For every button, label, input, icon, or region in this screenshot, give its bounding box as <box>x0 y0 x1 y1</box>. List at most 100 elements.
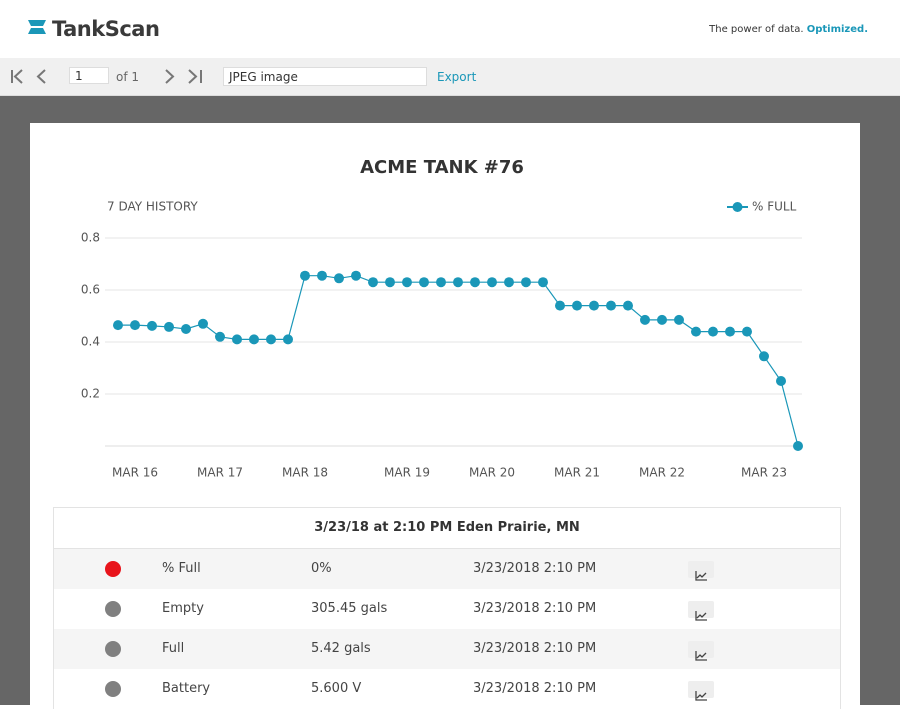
data-point <box>385 277 395 288</box>
table-row: Battery 5.600 V 3/23/2018 2:10 PM <box>54 669 840 709</box>
reading-time: 3/23/2018 2:10 PM <box>473 601 597 616</box>
data-point <box>351 270 361 281</box>
reading-name: Battery <box>162 681 211 696</box>
data-point <box>691 326 701 337</box>
chart-button[interactable] <box>688 561 714 581</box>
data-point <box>742 326 752 337</box>
x-tick-label: MAR 20 <box>469 466 515 480</box>
table-row: Full 5.42 gals 3/23/2018 2:10 PM <box>54 629 840 669</box>
x-tick-label: MAR 19 <box>384 466 430 480</box>
table-body: % Full 0% 3/23/2018 2:10 PM Empty 305.45 gal… <box>54 549 840 709</box>
data-point <box>266 334 276 345</box>
chart-icon <box>695 651 707 661</box>
chart: ACME TANK #76 7 DAY HISTORY 0.2 0.4 0.6 0.8… <box>81 157 803 480</box>
data-point <box>725 326 735 337</box>
tagline: The power of data. Optimized. <box>709 24 868 35</box>
chart-title: ACME TANK #76 <box>360 157 524 178</box>
data-point <box>538 277 548 288</box>
status-dot <box>105 681 121 697</box>
data-point <box>334 273 344 284</box>
logo-icon <box>28 20 46 34</box>
readings-table: 3/23/18 at 2:10 PM Eden Prairie, MN % Fu… <box>53 507 841 709</box>
data-point <box>657 314 667 325</box>
x-tick-label: MAR 18 <box>282 466 328 480</box>
header: TankScan The power of data. Optimized. <box>0 0 900 58</box>
reading-time: 3/23/2018 2:10 PM <box>473 641 597 656</box>
status-dot <box>105 561 121 577</box>
data-point <box>130 320 140 331</box>
data-point <box>572 300 582 311</box>
data-point <box>521 277 531 288</box>
x-tick-label: MAR 17 <box>197 466 243 480</box>
page-count: of 1 <box>116 70 140 84</box>
export-link[interactable]: Export <box>437 70 477 84</box>
chart-icon <box>695 571 707 581</box>
nav-next-last[interactable] <box>164 69 204 85</box>
status-dot <box>105 641 121 657</box>
reading-value: 5.42 gals <box>311 641 371 656</box>
data-point <box>606 300 616 311</box>
reading-time: 3/23/2018 2:10 PM <box>473 561 597 576</box>
data-point <box>198 318 208 329</box>
chart-button[interactable] <box>688 641 714 661</box>
data-point <box>776 376 786 386</box>
data-point <box>249 334 259 345</box>
data-point <box>453 277 463 288</box>
x-tick-label: MAR 16 <box>112 466 158 480</box>
data-point <box>113 320 123 331</box>
data-point <box>164 321 174 332</box>
reading-name: Empty <box>162 601 204 616</box>
table-title: 3/23/18 at 2:10 PM Eden Prairie, MN <box>54 508 840 549</box>
data-point <box>470 277 480 288</box>
data-point <box>232 334 242 345</box>
format-select[interactable]: JPEG image <box>223 67 427 86</box>
x-tick-label: MAR 21 <box>554 466 600 480</box>
tagline-text: The power of data. <box>709 24 804 35</box>
data-point <box>317 270 327 281</box>
legend-marker <box>732 202 743 212</box>
data-point <box>436 277 446 288</box>
x-tick-label: MAR 23 <box>741 466 787 480</box>
data-point <box>300 270 310 281</box>
chart-subtitle: 7 DAY HISTORY <box>107 200 198 214</box>
chart-button[interactable] <box>688 681 714 701</box>
data-point <box>487 277 497 288</box>
data-point <box>215 331 225 342</box>
data-point <box>708 326 718 337</box>
data-point <box>283 334 293 345</box>
data-point <box>419 277 429 288</box>
chart-icon <box>695 611 707 621</box>
x-tick-label: MAR 22 <box>639 466 685 480</box>
reading-value: 305.45 gals <box>311 601 388 616</box>
data-point <box>368 277 378 288</box>
reading-time: 3/23/2018 2:10 PM <box>473 681 597 696</box>
tagline-emphasis: Optimized. <box>806 24 868 35</box>
data-point <box>147 320 157 331</box>
data-point <box>640 314 650 325</box>
status-dot <box>105 601 121 617</box>
reading-value: 5.600 V <box>311 681 362 696</box>
reading-name: Full <box>162 641 185 656</box>
chart-button[interactable] <box>688 601 714 621</box>
y-tick-label: 0.6 <box>81 283 100 297</box>
legend-label: % FULL <box>752 200 797 214</box>
data-point <box>181 324 191 334</box>
nav-first-prev[interactable] <box>10 69 50 85</box>
data-point <box>623 300 633 311</box>
y-tick-label: 0.8 <box>81 231 100 245</box>
table-row: Empty 305.45 gals 3/23/2018 2:10 PM <box>54 589 840 629</box>
data-point <box>402 277 412 288</box>
y-tick-label: 0.4 <box>81 335 100 349</box>
data-point <box>504 277 514 288</box>
table-row: % Full 0% 3/23/2018 2:10 PM <box>54 549 840 589</box>
chart-icon <box>695 691 707 701</box>
y-tick-label: 0.2 <box>81 387 100 401</box>
data-point <box>759 351 769 362</box>
reading-name: % Full <box>162 561 201 576</box>
toolbar: 1 of 1 JPEG image Export <box>0 58 900 96</box>
page-input[interactable]: 1 <box>69 67 109 84</box>
series-line <box>118 275 799 447</box>
data-point <box>674 314 684 325</box>
reading-value: 0% <box>311 561 332 576</box>
